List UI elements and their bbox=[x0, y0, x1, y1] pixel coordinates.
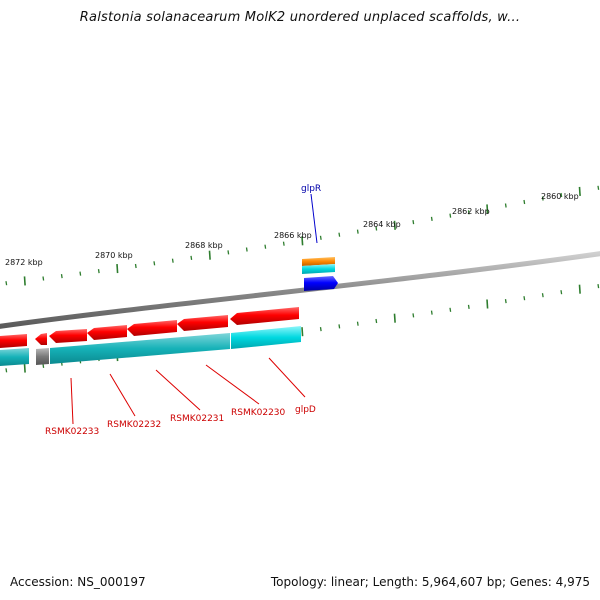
ruler-tick bbox=[393, 220, 396, 230]
feature-cyan[interactable] bbox=[0, 348, 29, 366]
ruler-tick bbox=[23, 363, 26, 373]
feature-gray[interactable] bbox=[36, 348, 49, 365]
ruler-tick bbox=[23, 276, 26, 286]
ruler-tick bbox=[412, 313, 415, 318]
ruler-tick bbox=[597, 185, 600, 190]
ruler-tick bbox=[430, 216, 433, 221]
ruler-tick bbox=[208, 250, 211, 260]
ruler-tick bbox=[523, 199, 526, 205]
ruler-tick bbox=[597, 284, 600, 289]
gene-label-glpR[interactable]: glpR bbox=[301, 184, 321, 194]
ruler-tick bbox=[486, 204, 489, 214]
ruler-tick bbox=[430, 310, 433, 315]
ruler-tick bbox=[375, 226, 378, 231]
feature-cyan[interactable] bbox=[50, 333, 230, 364]
callout-line-glpD bbox=[268, 357, 306, 398]
ruler-tick bbox=[541, 293, 544, 298]
ruler-tick bbox=[560, 290, 563, 295]
gene-label-glpD[interactable]: glpD bbox=[295, 405, 316, 415]
feature-cyan[interactable] bbox=[302, 264, 335, 274]
reverse-cds-row bbox=[0, 307, 299, 348]
feature-cyan[interactable] bbox=[231, 326, 301, 349]
ruler-tick bbox=[282, 241, 285, 246]
ruler-tick bbox=[504, 299, 507, 304]
ruler-tick bbox=[227, 250, 230, 255]
ruler-tick bbox=[264, 244, 267, 249]
gene-labels: glpR glpD RSMK02230 RSMK02231 RSMK02232 … bbox=[45, 184, 321, 437]
ruler-tick bbox=[356, 321, 359, 326]
ruler-tick bbox=[245, 247, 248, 252]
callout-line-RSMK02230 bbox=[205, 364, 260, 405]
gene-label-RSMK02231[interactable]: RSMK02231 bbox=[170, 414, 224, 424]
cds-arrow[interactable] bbox=[230, 307, 299, 325]
ruler-tick bbox=[504, 203, 507, 208]
ruler-tick bbox=[190, 255, 193, 260]
gene-label-RSMK02230[interactable]: RSMK02230 bbox=[231, 408, 286, 418]
ruler-tick bbox=[578, 284, 581, 294]
ruler-tick bbox=[5, 368, 8, 373]
gene-label-RSMK02232[interactable]: RSMK02232 bbox=[107, 420, 161, 430]
cds-arrow[interactable] bbox=[35, 333, 47, 345]
ruler-tick bbox=[338, 232, 341, 237]
cds-arrow[interactable] bbox=[87, 325, 127, 340]
topology-stats-text: Topology: linear; Length: 5,964,607 bp; … bbox=[270, 575, 590, 589]
ruler-tick bbox=[449, 307, 452, 312]
ruler-tick bbox=[449, 213, 452, 218]
feature-orange[interactable] bbox=[302, 257, 335, 266]
cds-arrow[interactable] bbox=[127, 320, 177, 336]
accession-text: Accession: NS_000197 bbox=[10, 575, 146, 589]
ruler-label: 2870 kbp bbox=[95, 251, 133, 260]
ruler-tick bbox=[486, 299, 489, 309]
ruler-tick bbox=[97, 269, 100, 274]
cds-arrow[interactable] bbox=[49, 329, 87, 343]
ruler-tick bbox=[356, 229, 359, 234]
ruler-tick bbox=[301, 327, 304, 337]
gene-label-RSMK02233[interactable]: RSMK02233 bbox=[45, 427, 99, 437]
ruler-tick bbox=[560, 192, 563, 198]
ruler-tick bbox=[338, 324, 341, 329]
ruler-tick bbox=[319, 327, 322, 332]
ruler-ticks-outer bbox=[5, 185, 600, 286]
ruler-tick bbox=[523, 296, 526, 301]
ruler-tick bbox=[578, 186, 581, 196]
ruler-tick bbox=[467, 304, 470, 309]
callout-line-RSMK02232 bbox=[109, 373, 136, 417]
forward-features bbox=[302, 257, 338, 291]
ruler-tick bbox=[541, 196, 544, 201]
ruler-tick bbox=[79, 271, 82, 276]
ruler-tick bbox=[42, 363, 45, 368]
cds-arrow[interactable] bbox=[177, 315, 228, 331]
ruler-tick bbox=[171, 258, 174, 263]
sequence-backbone bbox=[0, 251, 600, 329]
gene-glpR-arrow[interactable] bbox=[304, 276, 338, 291]
reverse-features-row bbox=[0, 326, 301, 366]
ruler-tick bbox=[319, 235, 322, 240]
cds-arrow[interactable] bbox=[0, 334, 27, 348]
ruler-tick bbox=[393, 313, 396, 323]
callout-line-glpR bbox=[310, 193, 318, 244]
ruler-tick bbox=[134, 263, 137, 269]
ruler-tick bbox=[467, 210, 470, 215]
ruler-label: 2872 kbp bbox=[5, 258, 43, 267]
ruler-tick bbox=[301, 236, 304, 246]
ruler-labels: 2872 kbp 2870 kbp 2868 kbp 2866 kbp 2864… bbox=[5, 192, 579, 267]
ruler-tick bbox=[153, 261, 156, 266]
ruler-label: 2864 kbp bbox=[363, 220, 401, 229]
ruler-label: 2866 kbp bbox=[274, 231, 312, 240]
ruler-tick bbox=[375, 318, 378, 324]
ruler-tick bbox=[42, 276, 45, 281]
ruler-label: 2860 kbp bbox=[541, 192, 579, 201]
map-title: Ralstonia solanacearum MolK2 unordered u… bbox=[79, 10, 521, 25]
callout-line-RSMK02231 bbox=[155, 369, 201, 411]
ruler-tick bbox=[60, 274, 63, 279]
gene-callout-lines bbox=[70, 193, 318, 425]
ruler-tick bbox=[412, 220, 415, 225]
callout-line-RSMK02233 bbox=[70, 377, 74, 425]
ruler-tick bbox=[116, 264, 119, 274]
ruler-tick bbox=[5, 281, 8, 286]
ruler-label: 2862 kbp bbox=[452, 207, 490, 216]
ruler-label: 2868 kbp bbox=[185, 241, 223, 250]
